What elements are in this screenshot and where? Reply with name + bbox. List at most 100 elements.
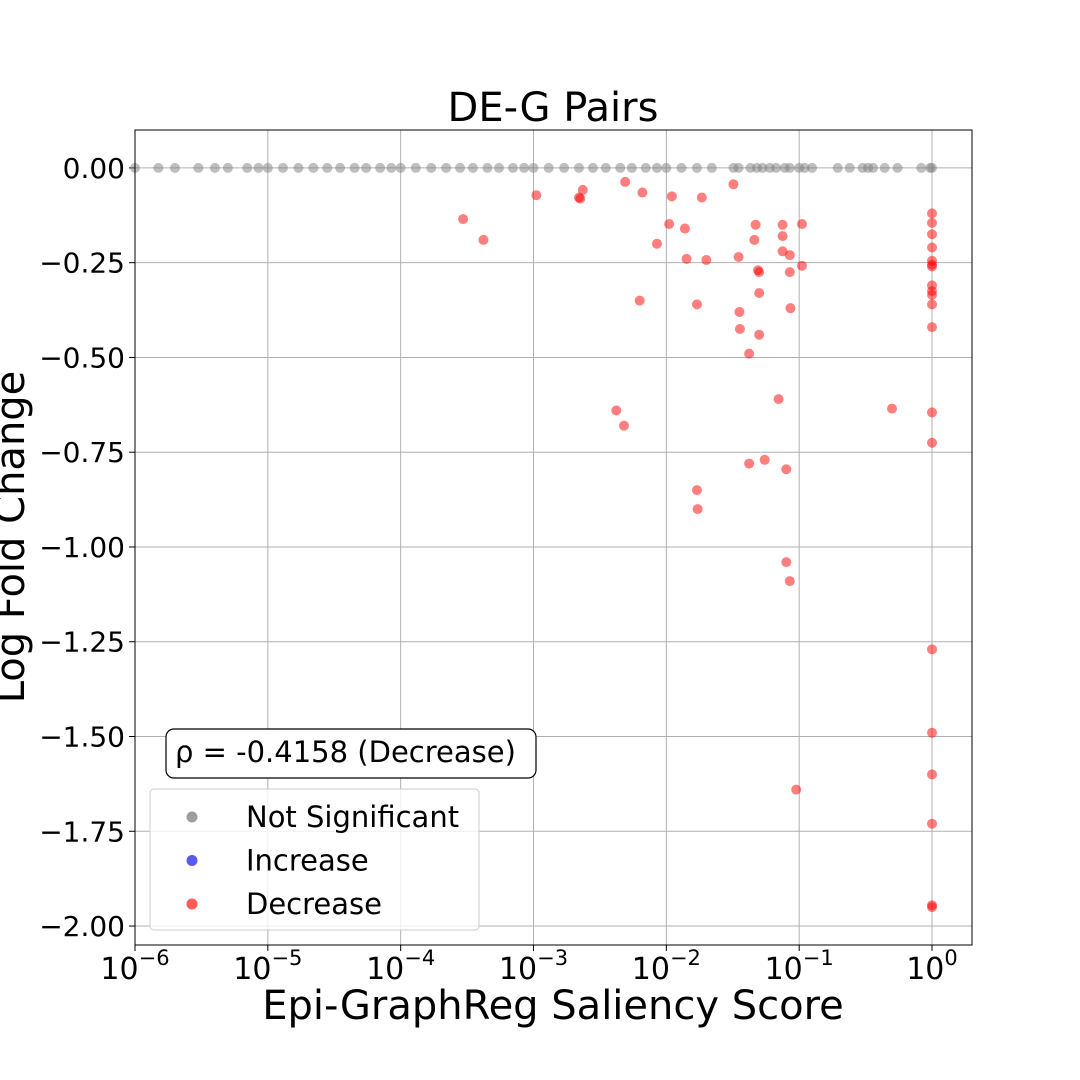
y-axis-label: Log Fold Change [0,371,34,704]
data-point [733,162,744,173]
annotation-text: ρ = -0.4158 (Decrease) [175,735,516,769]
data-point [757,162,768,173]
data-point [573,162,584,173]
data-point [531,190,542,201]
legend-marker [186,811,198,823]
data-point [169,162,180,173]
x-tick-label: 10−3 [499,946,568,987]
data-point [467,162,478,173]
data-point [771,162,782,173]
data-point [777,231,788,242]
data-point [927,322,938,333]
data-point [927,727,938,738]
grid [134,130,972,945]
y-tick-label: −2.00 [39,910,125,943]
data-point [620,176,631,187]
data-point [626,162,637,173]
data-point [777,219,788,230]
legend-label: Increase [246,844,369,878]
x-tick-label: 100 [906,946,958,987]
data-point [349,162,360,173]
data-point [799,162,810,173]
data-point [734,306,745,317]
data-points [130,162,938,913]
data-point [519,162,530,173]
data-point [543,162,554,173]
plot-frame [134,129,973,946]
data-point [153,162,164,173]
data-point [734,324,745,335]
data-point [927,644,938,655]
data-point [634,295,645,306]
y-tick-label: −0.25 [39,247,125,280]
data-point [927,229,938,240]
data-point [927,902,938,913]
data-point [927,162,938,173]
data-point [293,162,304,173]
data-point [887,403,898,414]
data-point [701,255,712,266]
legend-label: Not Significant [246,800,459,834]
legend-frame [149,788,480,931]
data-point [916,162,927,173]
data-point [322,162,333,173]
data-point [754,329,765,340]
data-point [784,267,795,278]
data-point [559,162,570,173]
data-point [733,251,744,262]
data-point [410,162,421,173]
data-point [277,162,288,173]
data-point [927,261,938,272]
data-point [575,193,586,204]
data-point [455,162,466,173]
data-point [335,162,346,173]
data-point [651,238,662,249]
data-point [222,162,233,173]
data-point [750,219,761,230]
data-point [785,303,796,314]
data-point [679,223,690,234]
data-point [426,162,437,173]
x-tick-label: 10−2 [632,946,701,987]
data-point [879,162,890,173]
data-point [796,219,807,230]
data-point [927,769,938,780]
data-point [927,208,938,219]
data-point [773,394,784,405]
data-point [696,192,707,203]
x-tick-label: 10−6 [100,946,169,987]
data-point [193,162,204,173]
data-point [832,162,843,173]
y-tick-label: 0.00 [63,152,125,185]
data-point [242,162,253,173]
y-tick-label: −1.75 [39,815,125,848]
data-point [796,260,807,271]
data-point [308,162,319,173]
data-point [691,299,702,310]
data-point [577,184,588,195]
data-point [691,162,702,173]
data-point [361,162,372,173]
data-point [458,214,469,225]
data-point [791,784,802,795]
data-point [262,162,273,173]
data-point [844,162,855,173]
data-point [927,407,938,418]
data-point [528,162,539,173]
data-point [611,405,622,416]
data-point [209,162,220,173]
data-point [784,576,795,587]
data-point [253,162,264,173]
data-point [640,162,651,173]
data-point [681,253,692,264]
data-point [927,217,938,228]
data-point [749,234,760,245]
data-point [637,187,648,198]
data-point [754,267,765,278]
series-decrease [458,176,938,913]
annotation-box [165,728,537,779]
data-point [661,162,672,173]
data-point [784,162,795,173]
data-point [615,162,626,173]
legend-marker [186,855,198,866]
